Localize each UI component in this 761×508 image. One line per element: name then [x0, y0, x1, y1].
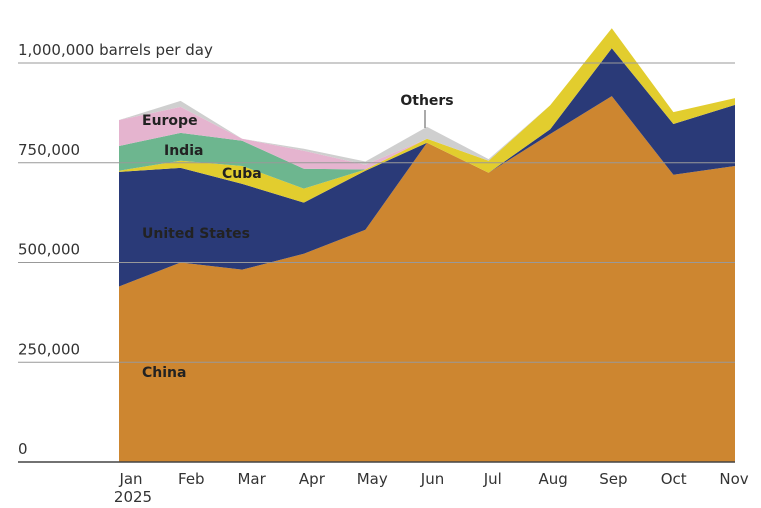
- series-label: United States: [142, 226, 250, 242]
- y-tick-label: 0: [18, 440, 28, 458]
- x-tick-label: Oct: [661, 470, 687, 488]
- x-tick-label: Apr: [299, 470, 326, 488]
- series-label: Cuba: [222, 166, 262, 182]
- area: [119, 28, 735, 203]
- y-tick-label: 250,000: [18, 340, 80, 358]
- x-tick-label: Nov: [719, 470, 748, 488]
- series-label: Europe: [142, 113, 198, 129]
- series-label: Others: [400, 93, 453, 109]
- y-tick-label: 750,000: [18, 141, 80, 159]
- x-year-label: 2025: [114, 488, 152, 506]
- area: [119, 28, 735, 165]
- series-label: India: [164, 143, 203, 159]
- x-tick-label: May: [357, 470, 388, 488]
- y-tick-label: 1,000,000 barrels per day: [18, 41, 213, 59]
- x-tick-label: Jun: [420, 470, 444, 488]
- area: [119, 48, 735, 287]
- x-tick-label: Jan: [118, 470, 142, 488]
- x-tick-label: Aug: [538, 470, 567, 488]
- series-label: China: [142, 365, 186, 381]
- x-tick-label: Feb: [178, 470, 205, 488]
- y-tick-label: 500,000: [18, 241, 80, 259]
- x-tick-label: Sep: [599, 470, 627, 488]
- x-tick-label: Mar: [237, 470, 266, 488]
- x-tick-label: Jul: [483, 470, 502, 488]
- area: [119, 96, 735, 462]
